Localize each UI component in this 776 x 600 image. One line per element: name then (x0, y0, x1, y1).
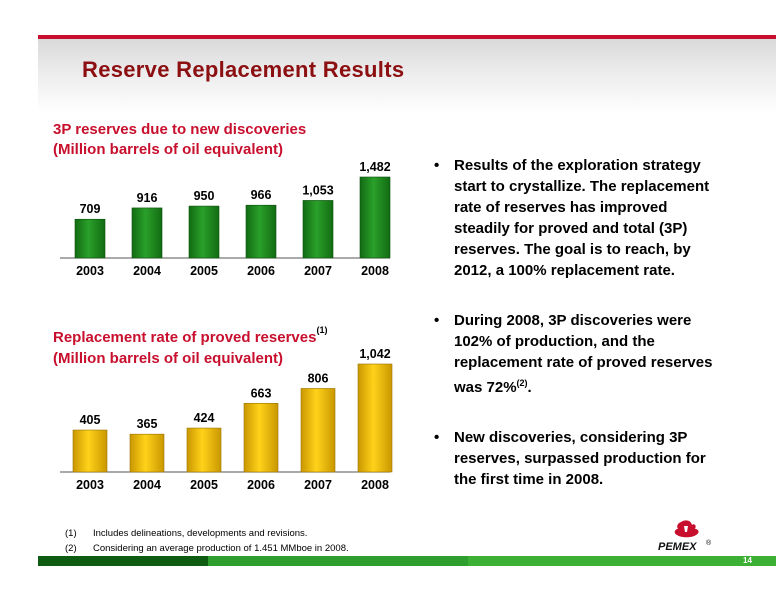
footnote-text: Considering an average production of 1.4… (93, 543, 349, 554)
chart1-tick-label-2005: 2005 (190, 264, 218, 278)
bullet-text: New discoveries, considering 3P reserves… (454, 429, 706, 488)
chart2-title-footnote-ref: (1) (316, 325, 328, 335)
chart2-value-label-2008: 1,042 (359, 347, 390, 361)
top-accent-bar (38, 35, 776, 39)
chart1-bar-2006 (245, 204, 277, 259)
chart2-value-label-2005: 424 (194, 411, 215, 425)
chart2-bar-2006 (243, 402, 279, 473)
pemex-logo-icon (674, 520, 699, 538)
bullet-dot-icon: • (434, 429, 440, 446)
chart2-value-label-2004: 365 (137, 417, 158, 431)
bullet-text: During 2008, 3P discoveries were 102% of… (454, 312, 713, 396)
chart1-bar-2007 (302, 200, 334, 259)
chart1-bar-2005 (188, 205, 220, 259)
logo-text: PEMEX (658, 541, 697, 553)
chart2-svg: 405 2003 365 2004 424 2005 663 2006 806 2007 1,042… (60, 347, 393, 492)
chart2-value-label-2003: 405 (80, 413, 101, 427)
chart2-tick-label-2007: 2007 (304, 478, 332, 492)
bottom-bar-segment (468, 556, 776, 566)
bullet-text: Results of the exploration strategy star… (454, 157, 710, 279)
chart1-value-label-2007: 1,053 (302, 183, 333, 197)
chart1-value-label-2008: 1,482 (359, 160, 390, 174)
chart1-bar-2004 (131, 207, 163, 259)
bullet-item: • New discoveries, considering 3P reserve… (432, 427, 722, 490)
footnote-1: (1) Includes delineations, developments a… (65, 526, 349, 541)
bullet-text-end: . (527, 379, 532, 396)
chart2-title: Replacement rate of proved reserves(1) (… (53, 325, 328, 369)
chart2-tick-label-2008: 2008 (361, 478, 389, 492)
bullet-dot-icon: • (434, 312, 440, 329)
footnote-number: (1) (65, 528, 77, 539)
chart2-bar-2005 (186, 427, 222, 473)
header-band (38, 39, 776, 113)
footnote-2: (2) Considering an average production of … (65, 541, 349, 556)
chart1-tick-label-2007: 2007 (304, 264, 332, 278)
chart2-bar-2004 (129, 433, 165, 473)
bottom-bar-segment (208, 556, 468, 566)
footnote-text: Includes delineations, developments and … (93, 528, 308, 539)
chart1-svg: 709 2003 916 2004 950 2005 966 2006 1,053 2007 1,4… (60, 160, 391, 278)
chart1-tick-label-2003: 2003 (76, 264, 104, 278)
chart2-tick-label-2006: 2006 (247, 478, 275, 492)
footnote-number: (2) (65, 543, 77, 554)
bullet-dot-icon: • (434, 157, 440, 174)
chart1-title-line2: (Million barrels of oil equivalent) (53, 141, 284, 158)
chart2-bar-2003 (72, 429, 108, 473)
chart2-tick-label-2004: 2004 (133, 478, 161, 492)
chart2-title-line1: Replacement rate of proved reserves (53, 329, 317, 346)
chart1-title: 3P reserves due to new discoveries (Mill… (53, 120, 306, 160)
chart2-value-label-2006: 663 (251, 386, 272, 400)
footnotes: (1) Includes delineations, developments a… (65, 526, 349, 556)
chart1-value-label-2005: 950 (194, 189, 215, 203)
chart2-bar-2008 (357, 363, 393, 473)
chart1-bar-2003 (74, 218, 106, 259)
bottom-bar (38, 556, 776, 566)
bullet-item: • Results of the exploration strategy sta… (432, 155, 722, 281)
chart1-value-label-2006: 966 (251, 188, 272, 202)
chart2-tick-label-2003: 2003 (76, 478, 104, 492)
chart1-bar-2008 (359, 176, 391, 259)
bottom-bar-segment (38, 556, 208, 566)
chart2-tick-label-2005: 2005 (190, 478, 218, 492)
bullet-list: • Results of the exploration strategy sta… (432, 155, 722, 519)
chart2-bar-2007 (300, 388, 336, 473)
page-title: Reserve Replacement Results (82, 57, 405, 82)
chart1-title-line1: 3P reserves due to new discoveries (53, 121, 307, 138)
chart1-tick-label-2008: 2008 (361, 264, 389, 278)
chart1-tick-label-2004: 2004 (133, 264, 161, 278)
chart2-title-line2: (Million barrels of oil equivalent) (53, 350, 284, 367)
chart1-value-label-2003: 709 (80, 202, 101, 216)
bullet-footnote-ref: (2) (516, 378, 528, 388)
logo-registered-mark: ® (706, 540, 712, 547)
chart1-tick-label-2006: 2006 (247, 264, 275, 278)
bullet-item: • During 2008, 3P discoveries were 102% o… (432, 310, 722, 398)
chart2-value-label-2007: 806 (308, 371, 329, 385)
chart1-value-label-2004: 916 (137, 191, 158, 205)
page-number: 14 (743, 556, 752, 565)
